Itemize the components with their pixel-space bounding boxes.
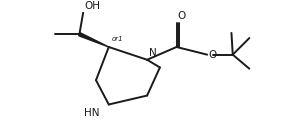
Text: OH: OH (85, 1, 101, 11)
Text: or1: or1 (112, 36, 124, 42)
Text: O: O (208, 50, 217, 60)
Text: HN: HN (84, 108, 100, 118)
Text: N: N (149, 48, 157, 58)
Text: O: O (178, 11, 186, 21)
Polygon shape (79, 33, 109, 47)
